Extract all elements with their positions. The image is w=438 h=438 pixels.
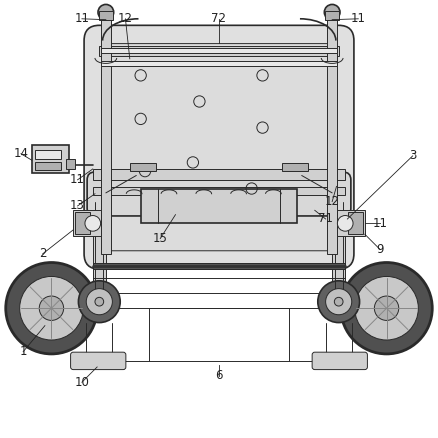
Bar bbox=[325, 11, 339, 20]
Text: 10: 10 bbox=[74, 376, 89, 389]
Bar bbox=[282, 163, 308, 171]
Text: 11: 11 bbox=[74, 12, 89, 25]
Bar bbox=[101, 10, 111, 254]
FancyBboxPatch shape bbox=[87, 172, 351, 216]
FancyBboxPatch shape bbox=[71, 352, 126, 370]
Circle shape bbox=[374, 296, 399, 321]
Text: 15: 15 bbox=[153, 232, 168, 245]
Bar bbox=[99, 46, 339, 56]
Bar bbox=[74, 212, 90, 234]
Bar bbox=[141, 188, 297, 223]
Bar bbox=[35, 162, 61, 170]
Text: 11: 11 bbox=[373, 217, 388, 230]
Bar bbox=[99, 11, 113, 20]
Circle shape bbox=[341, 262, 432, 354]
Text: 12: 12 bbox=[118, 12, 133, 25]
Text: 9: 9 bbox=[376, 243, 384, 256]
Bar bbox=[32, 145, 69, 173]
Text: 13: 13 bbox=[70, 199, 85, 212]
Bar bbox=[93, 263, 345, 269]
Bar bbox=[93, 187, 345, 195]
FancyBboxPatch shape bbox=[102, 44, 336, 251]
Text: 1: 1 bbox=[19, 345, 27, 358]
Bar bbox=[66, 159, 74, 169]
Bar bbox=[93, 201, 106, 308]
Bar bbox=[101, 47, 337, 53]
Bar bbox=[130, 163, 156, 171]
Circle shape bbox=[355, 276, 418, 340]
Text: 6: 6 bbox=[215, 369, 223, 382]
Circle shape bbox=[86, 289, 113, 315]
Circle shape bbox=[334, 297, 343, 306]
Circle shape bbox=[325, 289, 352, 315]
FancyBboxPatch shape bbox=[84, 25, 354, 269]
Circle shape bbox=[6, 262, 97, 354]
Circle shape bbox=[85, 215, 101, 231]
Bar bbox=[332, 201, 345, 308]
FancyBboxPatch shape bbox=[312, 352, 367, 370]
Text: 72: 72 bbox=[212, 12, 226, 25]
Text: 12: 12 bbox=[325, 195, 339, 208]
Bar bbox=[93, 169, 345, 180]
Text: 71: 71 bbox=[318, 212, 333, 226]
Bar bbox=[327, 10, 337, 254]
Bar bbox=[348, 212, 364, 234]
Text: 3: 3 bbox=[409, 149, 417, 162]
Circle shape bbox=[78, 281, 120, 322]
Circle shape bbox=[318, 281, 360, 322]
Text: 14: 14 bbox=[14, 147, 28, 160]
Circle shape bbox=[20, 276, 83, 340]
Circle shape bbox=[95, 297, 104, 306]
Bar bbox=[35, 150, 61, 159]
Circle shape bbox=[98, 4, 114, 20]
Circle shape bbox=[39, 296, 64, 321]
Text: 11: 11 bbox=[351, 12, 366, 25]
Circle shape bbox=[324, 4, 340, 20]
Bar bbox=[101, 61, 337, 66]
Text: 2: 2 bbox=[39, 247, 46, 260]
Circle shape bbox=[337, 215, 353, 231]
Text: 11: 11 bbox=[70, 173, 85, 186]
Bar bbox=[336, 210, 365, 237]
Bar bbox=[73, 210, 102, 237]
